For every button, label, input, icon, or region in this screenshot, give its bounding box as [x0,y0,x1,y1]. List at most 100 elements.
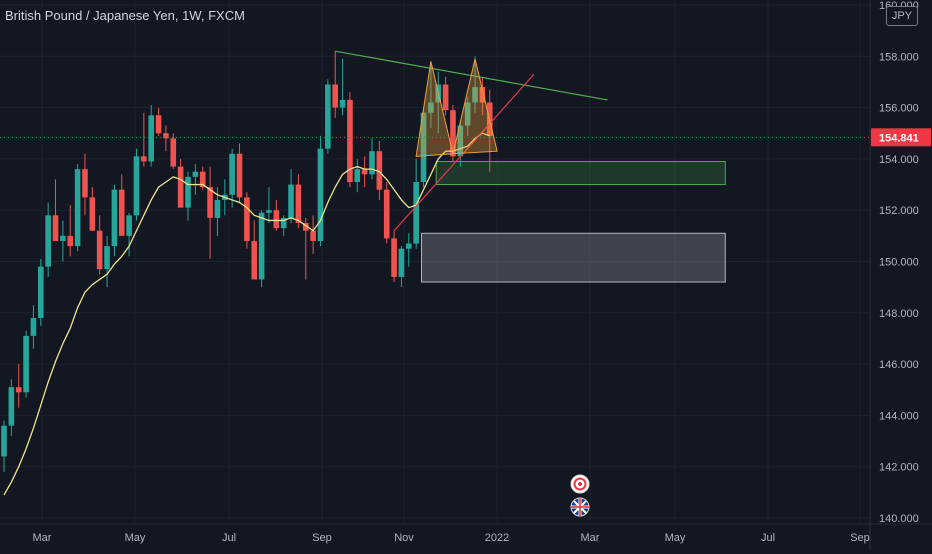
candle-down [383,181,390,244]
candle-body [383,189,390,239]
grid [0,0,870,522]
candle-up [45,202,51,277]
x-tick-label: Jul [761,532,775,544]
candle-down [295,174,302,229]
event-markers[interactable] [570,474,590,517]
candle-down [170,133,177,170]
y-tick-label: 142.000 [879,462,919,474]
candle-up [325,79,331,154]
candle-down [479,76,486,116]
candle-body [398,248,405,277]
candle-up [104,235,110,288]
candle-down [332,51,338,118]
candle-down [207,166,213,259]
candle-body [207,187,213,218]
candle-body [288,184,294,218]
x-tick-label: May [665,532,686,544]
y-tick-label: 156.000 [879,103,919,115]
candle-down [67,205,74,257]
candle-down [376,140,383,200]
dividend-event-icon[interactable] [570,474,590,494]
chart-title: British Pound / Japanese Yen, 1W, FXCM [5,8,245,23]
candle-down [310,215,316,254]
right-shoulder-triangle [452,58,498,155]
candle-body [104,246,110,270]
candle-body [177,166,184,208]
candle-body [369,151,375,175]
candle-body [420,112,427,182]
candle-down [15,364,22,408]
candle-body [133,156,140,216]
candle-body [354,169,361,182]
candle-body [185,176,191,208]
candles [1,51,493,472]
candle-up [266,187,272,224]
candle-up [258,210,265,288]
candle-down [302,217,309,280]
x-tick-label: Mar [33,532,52,544]
moving-average [3,132,490,496]
candle-body [60,235,66,241]
x-tick-label: May [125,532,146,544]
candle-up [339,58,346,116]
candle-body [229,153,235,195]
y-tick-label: 144.000 [879,410,919,422]
candle-up [30,305,37,349]
candle-body [273,210,280,229]
candle-down [361,156,368,188]
candle-body [23,335,29,393]
candle-up [111,184,118,257]
y-tick-label: 146.000 [879,359,919,371]
candle-down [391,230,397,283]
y-tick-label: 150.000 [879,257,919,269]
candle-down [118,174,125,236]
candle-up [8,379,15,436]
candle-down [244,192,250,249]
candle-body [347,99,353,182]
candle-up [60,220,66,262]
candle-body [442,84,449,111]
candle-body [30,317,37,336]
candle-down [89,187,96,231]
candle-body [464,102,471,126]
candle-down [52,179,59,241]
candle-up [74,164,81,252]
candle-up [1,420,7,472]
candle-down [141,112,147,167]
candle-up [398,246,405,288]
candle-body [96,230,103,270]
candle-up [354,158,361,193]
candle-body [148,115,154,162]
x-tick-label: Jul [222,532,236,544]
candle-body [45,215,51,267]
candle-up [23,330,29,398]
x-tick-label: Nov [394,532,414,544]
candle-body [428,102,434,113]
candle-up [185,171,191,221]
candle-up [406,233,412,267]
candle-body [244,197,250,241]
candle-body [74,169,81,247]
candle-body [8,387,15,426]
candle-down [251,220,258,280]
annotations [335,50,608,232]
x-tick-label: Mar [581,532,600,544]
left-shoulder-triangle [415,61,454,157]
candle-up [288,169,294,224]
support-zone [435,160,726,186]
candle-body [457,125,464,157]
candle-up [126,212,132,257]
candle-up [420,107,427,188]
currency-badge[interactable]: JPY [886,6,918,26]
candle-up [133,148,140,221]
support-trendline [393,73,535,232]
candle-body [295,184,302,224]
y-tick-label: 154.000 [879,154,919,166]
uk-flag-event-icon[interactable] [570,497,590,517]
x-tick-label: 2022 [485,532,509,544]
candle-body [332,84,338,108]
y-tick-label: 148.000 [879,308,919,320]
candle-up [38,258,44,326]
